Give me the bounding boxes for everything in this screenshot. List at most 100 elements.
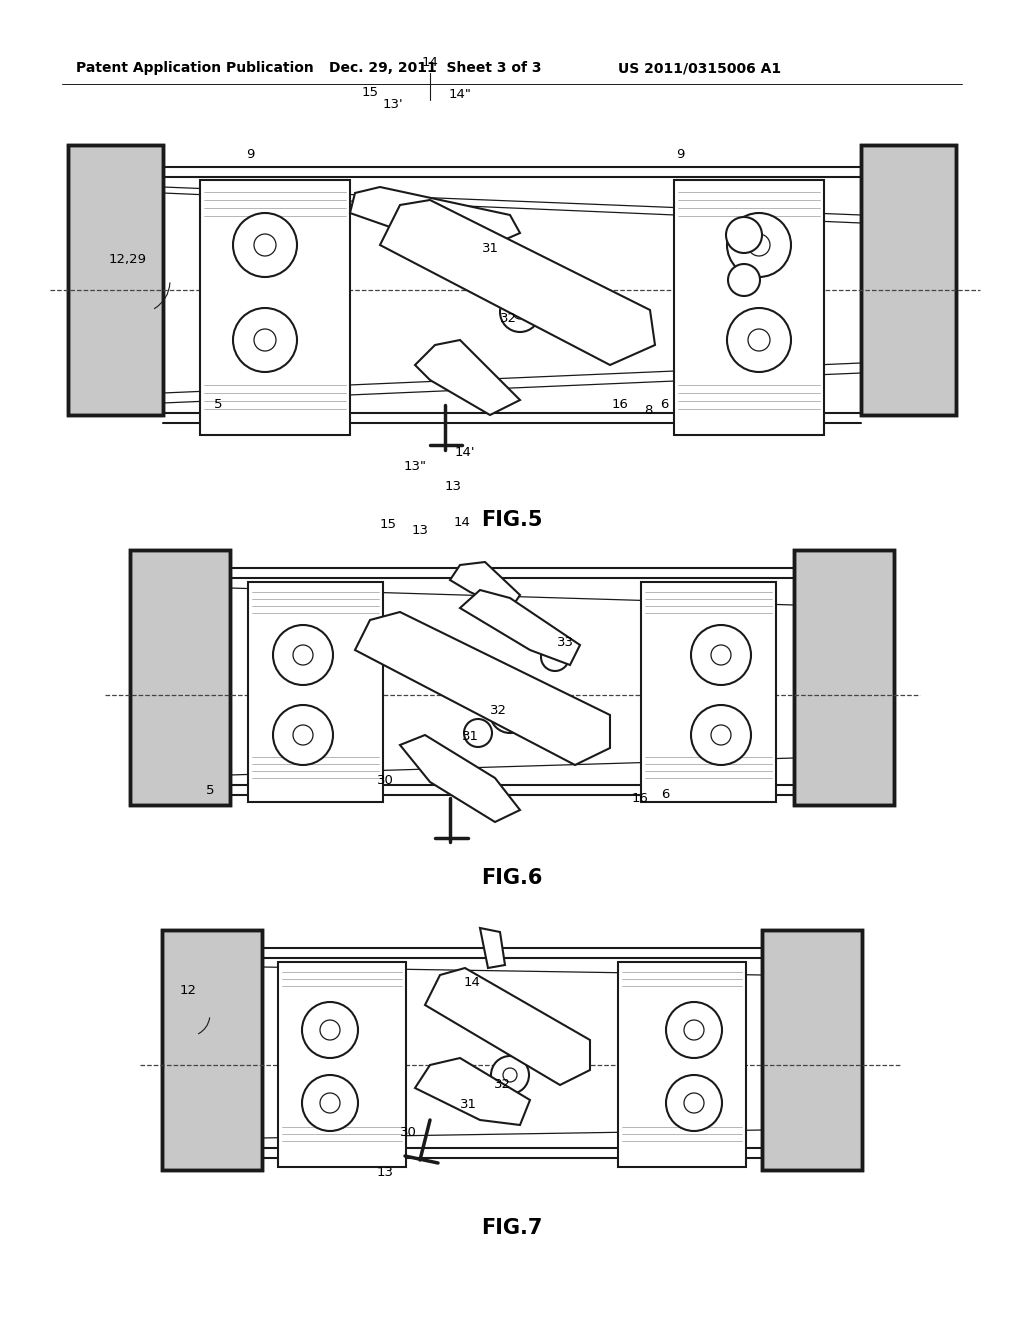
Text: Dec. 29, 2011  Sheet 3 of 3: Dec. 29, 2011 Sheet 3 of 3 [329,61,542,75]
Text: 6: 6 [659,399,669,412]
Text: 5: 5 [214,399,222,412]
Circle shape [464,719,492,747]
Bar [162,931,262,1170]
Circle shape [319,1020,340,1040]
Circle shape [293,645,313,665]
Polygon shape [480,928,505,968]
Polygon shape [400,735,520,822]
Bar [618,962,746,1167]
Bar [794,550,894,805]
Text: 13": 13" [403,461,427,474]
Circle shape [711,645,731,665]
Bar [794,550,894,805]
Circle shape [748,329,770,351]
Text: 31: 31 [462,730,478,743]
Bar [641,582,776,803]
Bar [762,931,862,1170]
Text: 31: 31 [481,242,499,255]
Text: US 2011/0315006 A1: US 2011/0315006 A1 [618,61,781,75]
Text: 13': 13' [383,99,403,111]
Text: 16: 16 [632,792,648,804]
Circle shape [500,292,540,333]
Circle shape [319,1093,340,1113]
Text: 30: 30 [377,774,393,787]
Text: FIG.6: FIG.6 [481,869,543,888]
Bar [200,180,350,436]
Text: 15: 15 [380,519,396,532]
Circle shape [684,1020,705,1040]
Bar [762,931,862,1170]
Polygon shape [415,341,520,414]
Polygon shape [415,1059,530,1125]
Circle shape [302,1074,358,1131]
Circle shape [302,1002,358,1059]
Circle shape [541,643,569,671]
Circle shape [503,1068,517,1082]
Bar [861,145,956,414]
Circle shape [490,1056,529,1094]
Text: 8: 8 [644,404,652,417]
Text: FIG.5: FIG.5 [481,510,543,531]
Text: FIG.7: FIG.7 [481,1218,543,1238]
Text: 30: 30 [399,1126,417,1139]
Bar [130,550,230,805]
Text: 12,29: 12,29 [109,253,147,267]
Text: 33: 33 [556,636,573,649]
Circle shape [748,234,770,256]
Text: 14: 14 [464,975,480,989]
Circle shape [728,264,760,296]
Circle shape [273,624,333,685]
Polygon shape [350,187,520,255]
Polygon shape [460,590,580,665]
Bar [162,931,262,1170]
Circle shape [457,1082,483,1107]
Text: 31: 31 [460,1098,476,1111]
Text: 16: 16 [611,399,629,412]
Bar [278,962,406,1167]
Circle shape [513,305,527,319]
Bar [130,550,230,805]
Text: 9: 9 [676,149,684,161]
Bar [68,145,163,414]
Text: 13: 13 [412,524,428,536]
Text: 32: 32 [489,704,507,717]
Circle shape [233,308,297,372]
Bar [68,145,163,414]
Circle shape [727,213,791,277]
Circle shape [293,725,313,744]
Text: 5: 5 [206,784,214,796]
Circle shape [666,1002,722,1059]
Circle shape [727,308,791,372]
Circle shape [691,705,751,766]
Text: 32: 32 [500,312,516,325]
Polygon shape [355,612,610,766]
Circle shape [233,213,297,277]
Text: 14: 14 [422,57,438,70]
Circle shape [726,216,762,253]
Circle shape [254,234,276,256]
Bar [248,582,383,803]
Circle shape [666,1074,722,1131]
Circle shape [691,624,751,685]
Text: 14": 14" [449,88,471,102]
Text: 6: 6 [660,788,670,801]
Circle shape [476,246,504,275]
Circle shape [503,706,517,719]
Circle shape [254,329,276,351]
Polygon shape [450,562,520,610]
Polygon shape [380,201,655,366]
Text: 15: 15 [361,87,379,99]
Circle shape [684,1093,705,1113]
Text: 14': 14' [455,446,475,459]
Circle shape [490,693,530,733]
Text: 32: 32 [494,1078,511,1092]
Bar [861,145,956,414]
Circle shape [711,725,731,744]
Circle shape [273,705,333,766]
Polygon shape [425,968,590,1085]
Text: 12: 12 [179,983,197,997]
Bar [674,180,824,436]
Text: 9: 9 [246,149,254,161]
Text: 13: 13 [377,1166,393,1179]
Text: 14: 14 [454,516,470,528]
